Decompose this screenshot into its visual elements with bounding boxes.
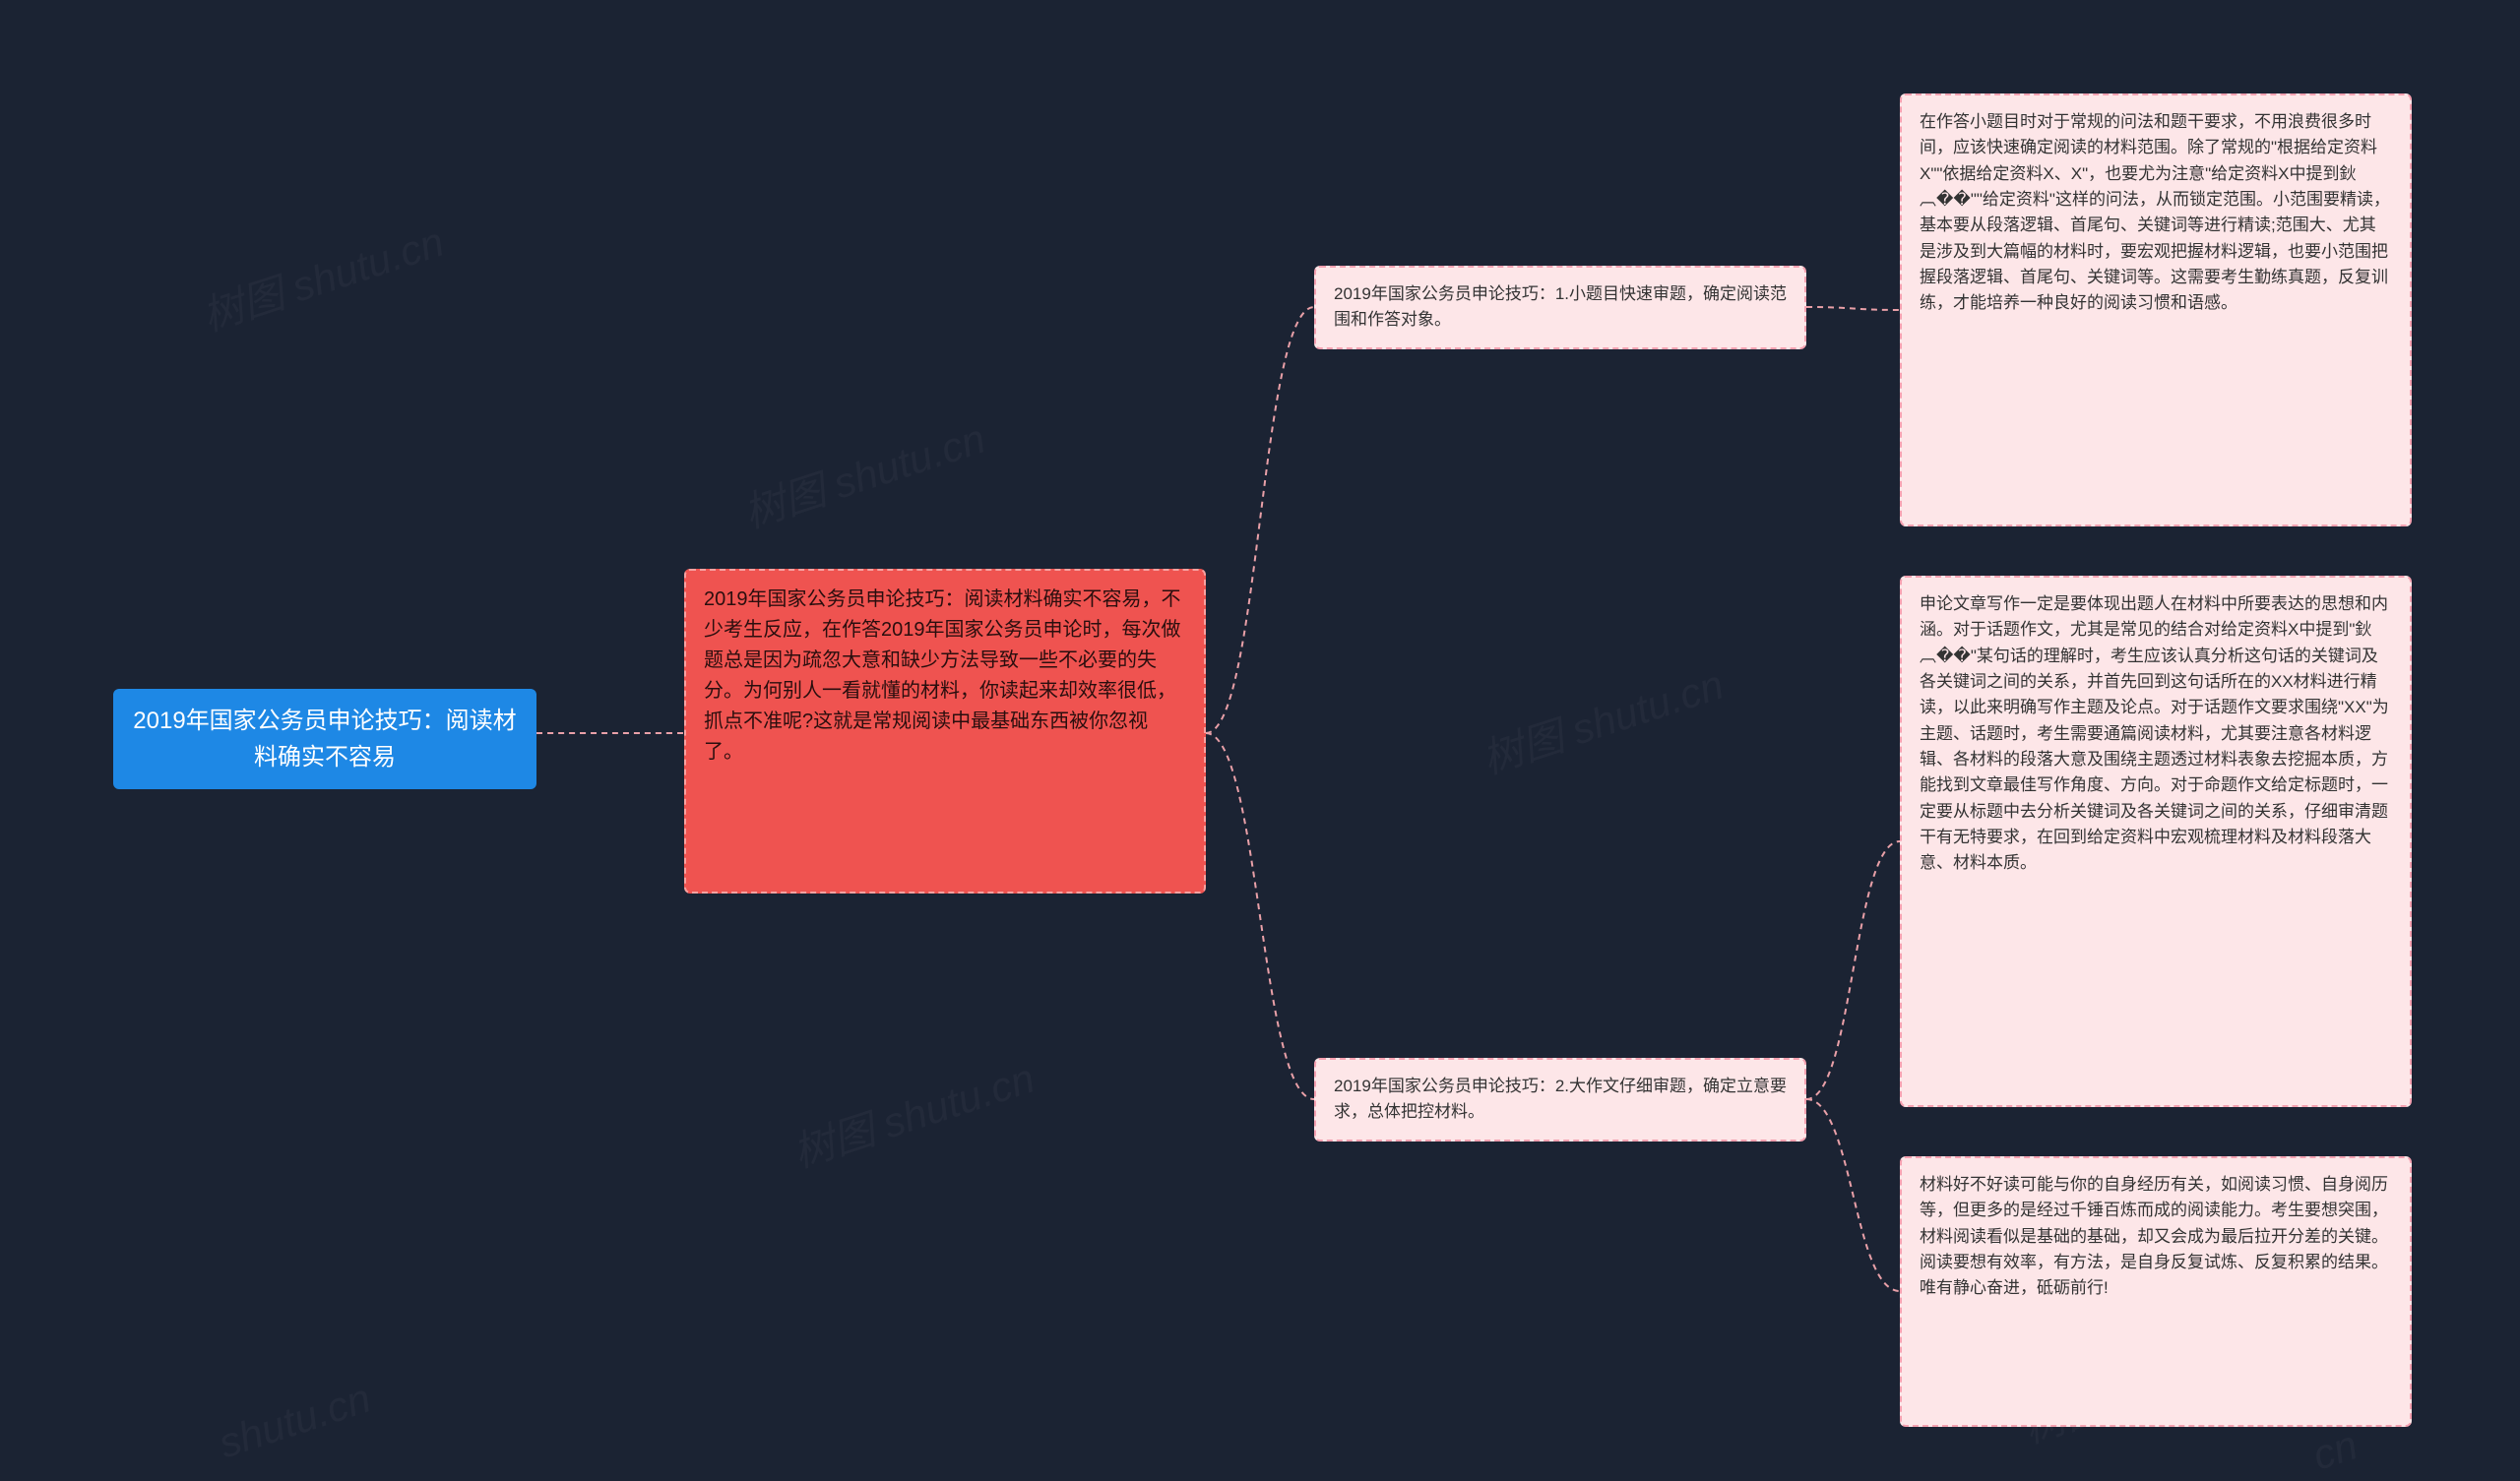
watermark: 树图 shutu.cn (785, 1045, 1041, 1180)
intro-text: 2019年国家公务员申论技巧：阅读材料确实不容易，不少考生反应，在作答2019年… (704, 588, 1181, 763)
intro-node[interactable]: 2019年国家公务员申论技巧：阅读材料确实不容易，不少考生反应，在作答2019年… (684, 569, 1206, 894)
tip2-node[interactable]: 2019年国家公务员申论技巧：2.大作文仔细审题，确定立意要求，总体把控材料。 (1314, 1058, 1806, 1142)
watermark: 树图 shutu.cn (194, 209, 451, 343)
tip1-text: 2019年国家公务员申论技巧：1.小题目快速审题，确定阅读范围和作答对象。 (1334, 284, 1787, 329)
watermark: 树图 shutu.cn (1474, 651, 1731, 786)
watermark: 树图 shutu.cn (735, 405, 992, 540)
detail2-node[interactable]: 申论文章写作一定是要体现出题人在材料中所要表达的思想和内涵。对于话题作文，尤其是… (1900, 576, 2412, 1107)
watermark: cn (2307, 1421, 2363, 1479)
tip1-node[interactable]: 2019年国家公务员申论技巧：1.小题目快速审题，确定阅读范围和作答对象。 (1314, 266, 1806, 349)
detail1-node[interactable]: 在作答小题目时对于常规的问法和题干要求，不用浪费很多时间，应该快速确定阅读的材料… (1900, 93, 2412, 526)
detail3-node[interactable]: 材料好不好读可能与你的自身经历有关，如阅读习惯、自身阅历等，但更多的是经过千锤百… (1900, 1156, 2412, 1427)
detail2-text: 申论文章写作一定是要体现出题人在材料中所要表达的思想和内涵。对于话题作文，尤其是… (1920, 594, 2389, 872)
watermark: shutu.cn (213, 1375, 376, 1468)
root-label: 2019年国家公务员申论技巧：阅读材料确实不容易 (133, 708, 516, 771)
detail3-text: 材料好不好读可能与你的自身经历有关，如阅读习惯、自身阅历等，但更多的是经过千锤百… (1920, 1175, 2388, 1297)
tip2-text: 2019年国家公务员申论技巧：2.大作文仔细审题，确定立意要求，总体把控材料。 (1334, 1077, 1787, 1121)
root-node[interactable]: 2019年国家公务员申论技巧：阅读材料确实不容易 (113, 689, 536, 789)
detail1-text: 在作答小题目时对于常规的问法和题干要求，不用浪费很多时间，应该快速确定阅读的材料… (1920, 112, 2390, 312)
